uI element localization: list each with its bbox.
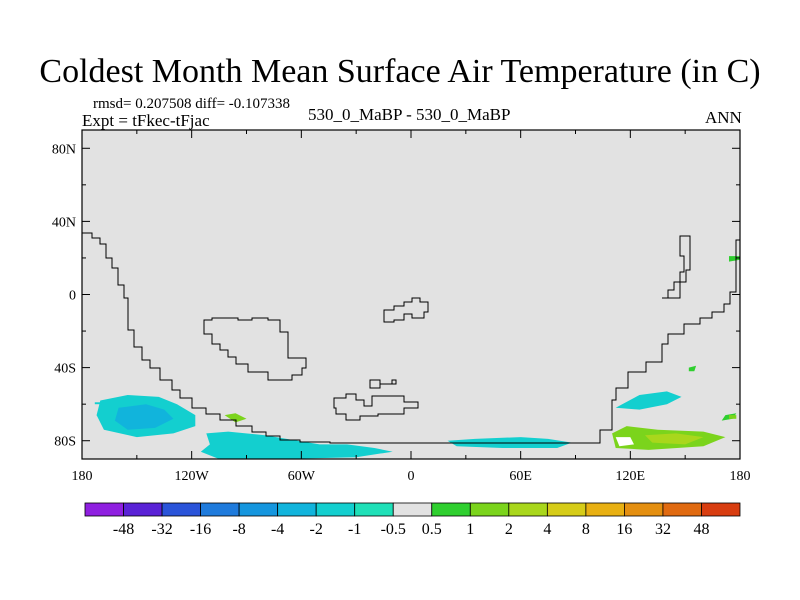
experiment-text: Expt = tFkec-tFjac xyxy=(82,111,210,130)
colorbar-swatch xyxy=(469,502,510,517)
colorbar-swatch xyxy=(585,502,625,517)
x-tick-label: 180 xyxy=(730,469,751,484)
x-tick-label: 120E xyxy=(616,469,646,484)
x-tick-label: 120W xyxy=(175,469,210,484)
colorbar-label: -2 xyxy=(310,521,323,538)
colorbar-label: -48 xyxy=(113,521,134,538)
region-indian-ocean-patch xyxy=(615,391,682,410)
region-small-cool-dot xyxy=(94,402,103,405)
colorbar-swatch xyxy=(546,502,587,517)
colorbar-swatch xyxy=(431,502,471,517)
region-white-gap-australia xyxy=(615,437,634,447)
colorbar-swatch xyxy=(277,502,317,517)
colorbar-label: 48 xyxy=(693,521,709,538)
colorbar-label: 2 xyxy=(505,521,513,538)
colorbar-label: 4 xyxy=(543,521,551,538)
colorbar-label: 8 xyxy=(582,521,590,538)
colorbar-swatch xyxy=(84,502,124,517)
colorbar-swatch xyxy=(701,502,741,517)
colorbar-swatch xyxy=(354,502,394,517)
coastline-africa-south-1 xyxy=(369,379,397,389)
colorbar-swatch xyxy=(123,502,163,517)
colorbar-swatch xyxy=(161,502,201,517)
region-pacific-warm-dot xyxy=(688,365,697,372)
colorbar-label: 0.5 xyxy=(422,521,442,538)
colorbar-label: -16 xyxy=(190,521,211,538)
colorbar-label: 1 xyxy=(466,521,474,538)
x-tick-label: 0 xyxy=(408,469,415,484)
y-tick-label: 40S xyxy=(54,362,76,377)
x-tick-label: 60W xyxy=(288,469,316,484)
season-text: ANN xyxy=(705,108,742,127)
colorbar-swatch xyxy=(624,502,664,517)
colorbar-label: -32 xyxy=(151,521,172,538)
colorbar-swatch xyxy=(238,502,279,517)
region-west-antarctic-coast xyxy=(200,431,393,459)
colorbar-swatch xyxy=(315,502,356,517)
chart-title: Coldest Month Mean Surface Air Temperatu… xyxy=(39,53,761,90)
colorbar-label: -1 xyxy=(348,521,361,538)
colorbar-label: 32 xyxy=(655,521,671,538)
y-tick-label: 0 xyxy=(69,289,76,304)
colorbar-label: -8 xyxy=(232,521,245,538)
y-axis: 80N 40N 0 40S 80S xyxy=(52,142,740,450)
coastline-south-america-east xyxy=(203,317,307,381)
coastline-south-america-west xyxy=(82,232,740,444)
colorbar-swatch xyxy=(662,502,702,517)
colorbar-swatch xyxy=(508,502,548,517)
region-south-pacific-core xyxy=(114,404,174,430)
x-axis: 180 120W 60W 0 60E 120E 180 xyxy=(72,130,751,484)
region-antarctic-small-warm xyxy=(729,415,737,419)
case-text: 530_0_MaBP - 530_0_MaBP xyxy=(308,105,511,124)
region-australia-south-core xyxy=(645,433,704,445)
colorbar: -48 -32 -16 -8 -4 -2 -1 -0.5 0.5 1 2 4 8 16 32 48 xyxy=(84,502,741,538)
coastline-africa-south-2 xyxy=(333,393,419,421)
region-weddell-warm xyxy=(224,413,247,423)
colorbar-label: -4 xyxy=(271,521,284,538)
coastlines xyxy=(82,232,740,444)
colorbar-label: 16 xyxy=(616,521,632,538)
y-tick-label: 80N xyxy=(52,142,76,157)
colorbar-swatch xyxy=(392,502,433,517)
x-tick-label: 180 xyxy=(72,469,93,484)
y-tick-label: 40N xyxy=(52,215,76,230)
coastline-africa-north xyxy=(383,297,429,323)
colorbar-label: -0.5 xyxy=(381,521,406,538)
y-tick-label: 80S xyxy=(54,435,76,450)
colorbar-swatch xyxy=(200,502,240,517)
coastline-east-asia xyxy=(662,235,691,299)
x-tick-label: 60E xyxy=(509,469,532,484)
stats-text: rmsd= 0.207508 diff= -0.107338 xyxy=(93,96,291,112)
